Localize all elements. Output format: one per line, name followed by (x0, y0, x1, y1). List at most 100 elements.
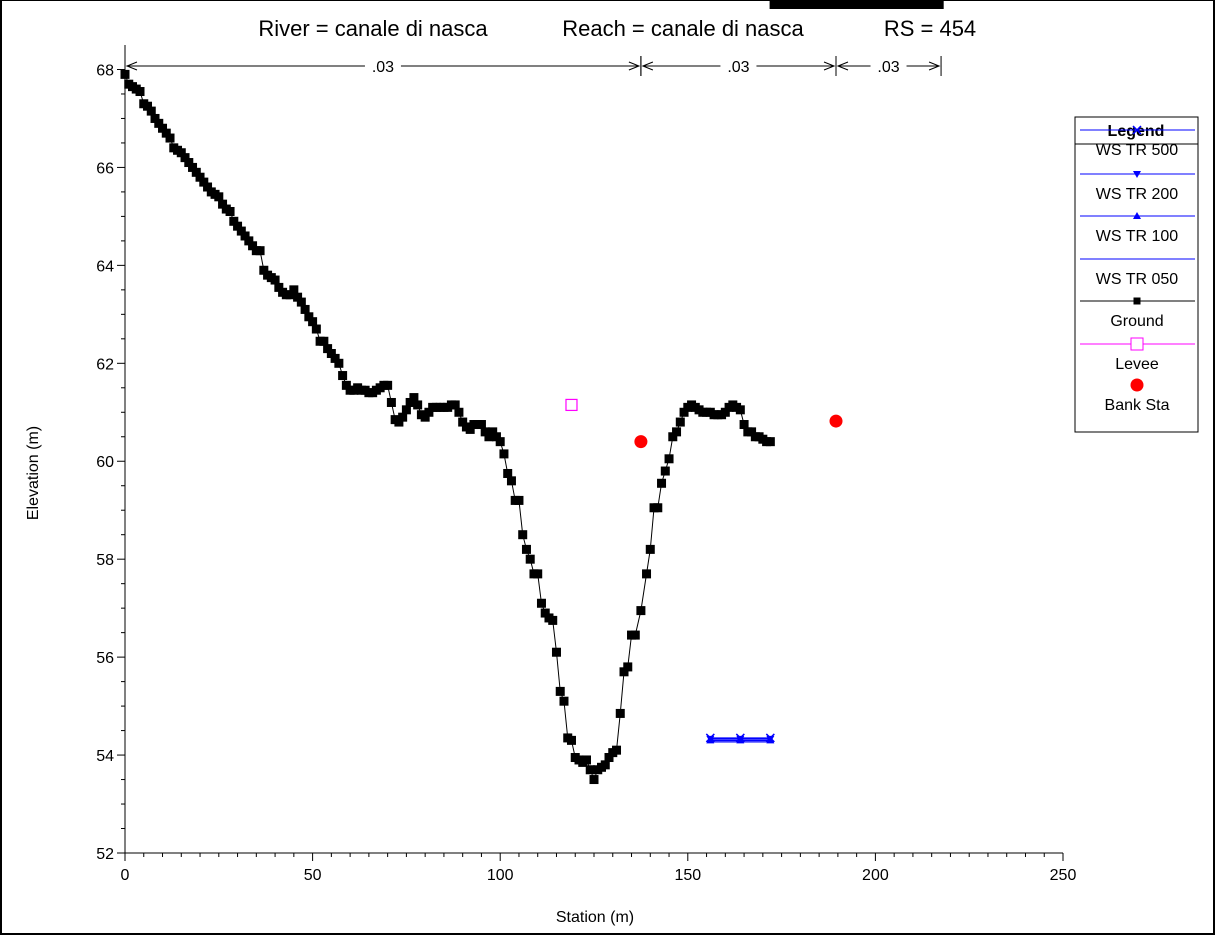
x-axis-title: Station (m) (556, 909, 634, 926)
ground-point (642, 569, 652, 579)
ground-point (289, 285, 299, 295)
legend-entry-label: WS TR 200 (1096, 186, 1179, 203)
ground-point (240, 231, 250, 241)
ground-point (285, 290, 295, 300)
ground-point (825, 0, 835, 9)
y-tick-label: 64 (96, 258, 114, 275)
n-arrow-head (628, 61, 641, 71)
x-tick-label: 0 (121, 867, 130, 884)
ground-point (615, 708, 625, 718)
y-tick-label: 58 (96, 552, 114, 569)
ground-point (293, 292, 303, 302)
manning-n-label: .03 (372, 59, 394, 76)
legend-swatch-marker (1132, 125, 1142, 135)
ground-point (244, 236, 254, 246)
ground-point (274, 282, 284, 292)
ground-point (386, 397, 396, 407)
ground-point (454, 407, 464, 417)
points-layer (565, 398, 843, 449)
ground-point (304, 312, 314, 322)
ground-point (203, 182, 213, 192)
ground-point (180, 153, 190, 163)
chart-title-river: River = canale di nasca (258, 16, 488, 41)
ground-point (158, 123, 168, 133)
ground-point (525, 554, 535, 564)
ground-point (495, 437, 505, 447)
ground-point (619, 667, 629, 677)
ground-point (259, 265, 269, 275)
ground-point (248, 241, 258, 251)
ground-point (233, 221, 243, 231)
ground-point (657, 478, 667, 488)
legend-swatch-marker (1133, 212, 1141, 219)
ground-point (409, 393, 419, 403)
ground-point (668, 432, 678, 442)
ground-point (484, 432, 494, 442)
ground-point (330, 353, 340, 363)
ground-point (476, 420, 486, 430)
y-tick-label: 54 (96, 748, 114, 765)
legend-swatch-marker (1133, 171, 1141, 178)
ground-point (604, 753, 614, 763)
ground-point (488, 427, 498, 437)
x-tick-label: 200 (862, 867, 889, 884)
ground-point (154, 118, 164, 128)
ground-point (191, 167, 201, 177)
y-tick-label: 68 (96, 62, 114, 79)
ground-point (334, 358, 344, 368)
ground-point (672, 427, 682, 437)
ground-point (420, 412, 430, 422)
ground-layer (120, 0, 944, 785)
ground-point (551, 647, 561, 657)
ground-point (424, 407, 434, 417)
ground-point (120, 69, 130, 79)
legend-entry-label: WS TR 050 (1096, 271, 1179, 288)
ground-point (199, 177, 209, 187)
x-tick-label: 50 (304, 867, 322, 884)
ground-point (326, 349, 336, 359)
ground-point (720, 407, 730, 417)
y-axis-title: Elevation (m) (25, 426, 42, 520)
ground-point (636, 606, 646, 616)
ground-point (296, 297, 306, 307)
ground-point (161, 128, 171, 138)
manning-n-layer: .03 .03 .03 (124, 56, 942, 76)
ground-point (612, 745, 622, 755)
n-arrow-head (125, 61, 138, 71)
ground-point (653, 503, 663, 513)
ground-point (311, 324, 321, 334)
ground-point (934, 0, 944, 9)
ground-point (176, 148, 186, 158)
ground-point (506, 476, 516, 486)
x-tick-label: 100 (487, 867, 514, 884)
ground-point (323, 344, 333, 354)
bank-station-marker (829, 414, 843, 428)
ground-point (765, 437, 775, 447)
ground-point (236, 226, 246, 236)
ground-point (735, 405, 745, 415)
legend-entry-label: WS TR 100 (1096, 228, 1179, 245)
n-arrow-head (928, 61, 941, 71)
ground-point (548, 615, 558, 625)
ground-point (255, 246, 265, 256)
ground-point (540, 608, 550, 618)
ground-point (679, 407, 689, 417)
ground-point (465, 424, 475, 434)
ground-point (521, 544, 531, 554)
ground-point (319, 336, 329, 346)
ground-point (338, 371, 348, 381)
ground-point (514, 495, 524, 505)
ground-point (394, 417, 404, 427)
y-tick-label: 56 (96, 650, 114, 667)
ground-point (491, 432, 501, 442)
legend-entries: WS TR 500 WS TR 200 WS TR 100 WS TR 050 Grou… (1080, 125, 1195, 414)
ground-point (499, 449, 509, 459)
chart-title-rs: RS = 454 (884, 16, 976, 41)
ground-point (480, 427, 490, 437)
ground-point (675, 417, 685, 427)
ground-point (555, 686, 565, 696)
legend-entry-label: WS TR 500 (1096, 142, 1179, 159)
n-arrow-head (823, 61, 836, 71)
